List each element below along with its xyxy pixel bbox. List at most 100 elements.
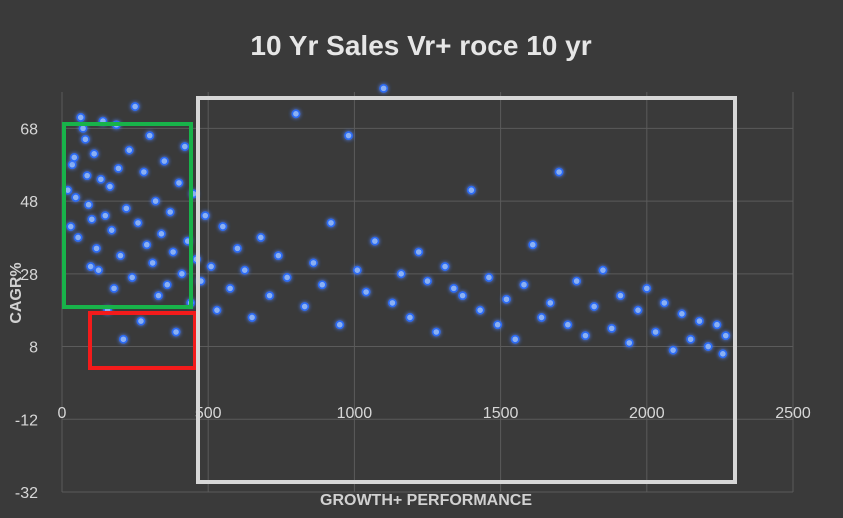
data-points xyxy=(63,83,731,359)
data-point xyxy=(174,178,184,188)
data-point xyxy=(291,109,301,119)
data-point xyxy=(67,160,77,170)
data-point xyxy=(89,149,99,159)
data-point xyxy=(414,247,424,257)
data-point xyxy=(449,283,459,293)
data-point xyxy=(300,302,310,311)
data-point xyxy=(370,236,380,246)
data-point xyxy=(76,113,86,122)
data-point xyxy=(265,291,275,301)
data-point xyxy=(119,334,128,344)
y-tick-label: -12 xyxy=(15,412,38,429)
data-point xyxy=(177,269,187,279)
data-point xyxy=(642,283,652,293)
data-point xyxy=(458,291,467,301)
x-tick-label: 1000 xyxy=(337,405,373,422)
data-point xyxy=(352,265,362,275)
data-point xyxy=(124,145,134,155)
data-point xyxy=(326,218,336,228)
data-point xyxy=(206,262,216,271)
data-point xyxy=(96,174,106,184)
chart-title: 10 Yr Sales Vr+ roce 10 yr xyxy=(250,30,591,61)
data-point xyxy=(703,342,713,351)
data-point xyxy=(127,273,137,282)
data-point xyxy=(200,211,210,221)
data-point xyxy=(721,331,731,341)
data-point xyxy=(677,309,687,319)
data-point xyxy=(695,316,704,326)
data-point xyxy=(218,222,228,231)
data-point xyxy=(162,280,172,290)
data-point xyxy=(633,305,643,315)
data-point xyxy=(651,327,660,337)
y-tick-label: 8 xyxy=(29,340,38,357)
data-point xyxy=(712,320,722,330)
x-tick-label: 2500 xyxy=(775,405,811,422)
data-point xyxy=(130,102,140,111)
data-point xyxy=(598,265,608,275)
grid-lines xyxy=(61,92,794,493)
data-point xyxy=(73,233,83,242)
data-point xyxy=(148,258,158,268)
data-point xyxy=(686,334,696,344)
data-point xyxy=(317,280,327,290)
data-point xyxy=(545,298,555,308)
y-tick-label: 48 xyxy=(20,194,38,211)
data-point xyxy=(475,305,485,315)
x-tick-label: 1500 xyxy=(483,405,519,422)
data-point xyxy=(396,269,406,279)
x-tick-label: 0 xyxy=(58,405,67,422)
x-tick-label: 500 xyxy=(195,405,222,422)
green-highlight-box xyxy=(62,122,193,309)
data-point xyxy=(431,327,441,337)
data-point xyxy=(69,153,79,162)
data-point xyxy=(563,320,573,330)
x-tick-label: 2000 xyxy=(629,405,665,422)
data-point xyxy=(607,323,617,333)
data-point xyxy=(121,203,131,213)
data-point xyxy=(466,185,476,195)
data-point xyxy=(66,222,76,231)
data-point xyxy=(225,283,235,293)
data-point xyxy=(71,193,81,202)
data-point xyxy=(86,262,96,271)
data-point xyxy=(528,240,538,250)
data-point xyxy=(405,313,415,322)
data-point xyxy=(116,251,125,261)
data-point xyxy=(510,334,520,344)
data-point xyxy=(180,142,190,151)
y-tick-label: -32 xyxy=(15,485,38,502)
data-point xyxy=(139,167,149,177)
data-point xyxy=(493,320,503,330)
data-point xyxy=(659,298,669,308)
data-point xyxy=(616,291,625,301)
data-point xyxy=(171,327,181,337)
data-point xyxy=(105,182,115,191)
x-axis-label: GROWTH+ PERFORMANCE xyxy=(320,492,532,509)
data-point xyxy=(580,331,590,341)
data-point xyxy=(154,291,163,301)
data-point xyxy=(484,273,494,282)
data-point xyxy=(133,218,143,228)
data-point xyxy=(233,243,242,253)
data-point xyxy=(502,294,511,304)
y-tick-label: 28 xyxy=(20,267,38,284)
data-point xyxy=(142,240,152,250)
y-tick-label: 68 xyxy=(20,121,38,138)
data-point xyxy=(168,247,178,257)
data-point xyxy=(624,338,634,348)
data-point xyxy=(145,131,155,141)
red-highlight-box xyxy=(88,311,197,370)
y-axis-label: CAGR% xyxy=(8,262,25,323)
data-point xyxy=(157,229,166,239)
data-point xyxy=(440,262,450,271)
data-point xyxy=(572,276,582,286)
data-point xyxy=(84,200,94,210)
data-point xyxy=(136,316,146,326)
data-point xyxy=(80,134,90,144)
data-point xyxy=(668,345,678,355)
data-point xyxy=(212,305,222,315)
data-point xyxy=(335,320,345,330)
